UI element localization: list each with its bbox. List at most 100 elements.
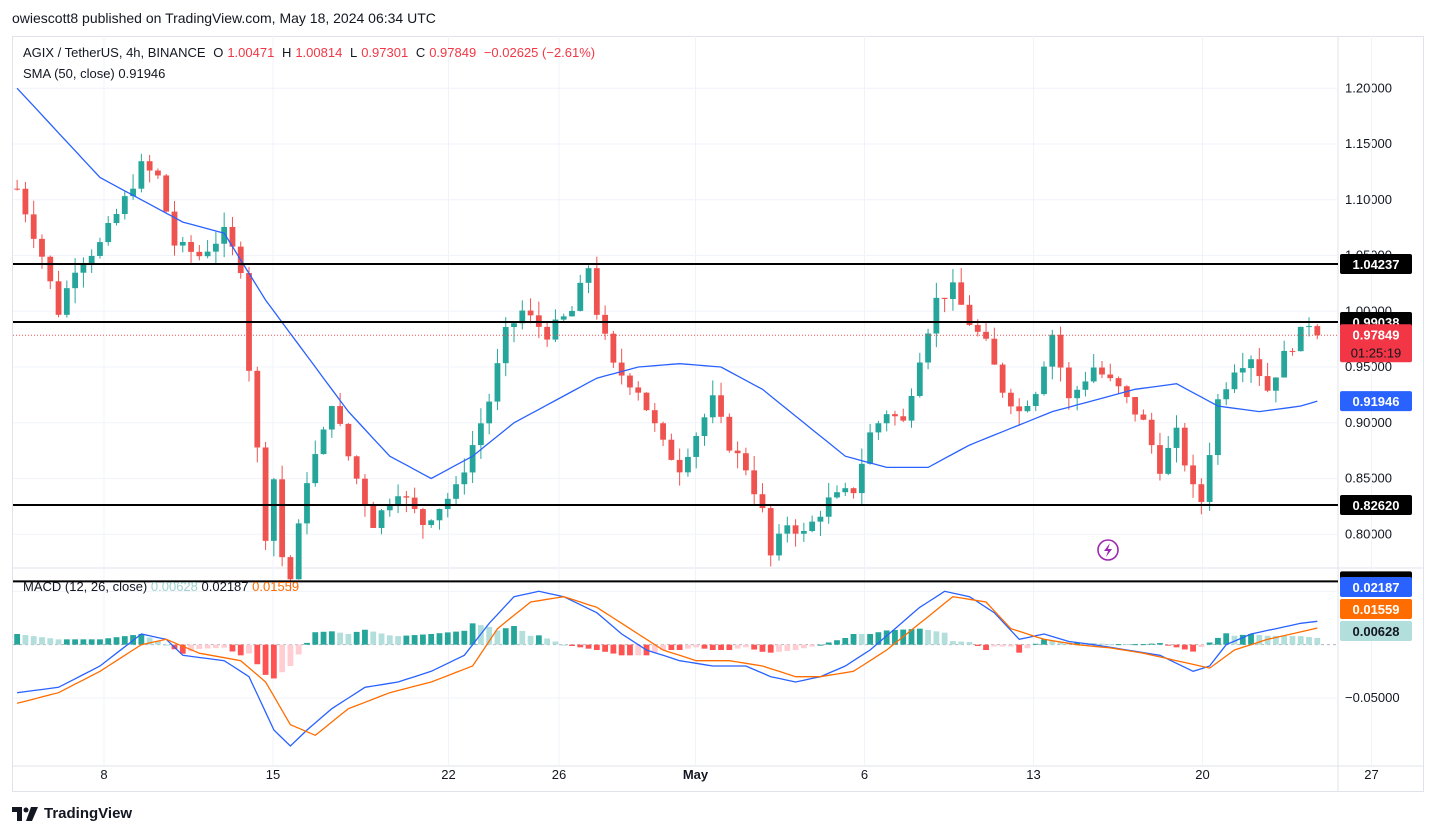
candle-body [1165, 447, 1172, 474]
candle-body [974, 324, 981, 332]
candle-body [287, 557, 294, 580]
candle-body [138, 161, 145, 189]
candle-body [353, 456, 360, 479]
macd-histogram-bar [602, 644, 609, 652]
macd-histogram-bar [212, 644, 219, 649]
macd-histogram-bar [461, 630, 468, 645]
sma-label[interactable]: SMA (50, close) [23, 66, 115, 81]
candle-body [800, 531, 807, 534]
candle-body [618, 362, 625, 376]
candle-body [941, 297, 948, 300]
macd-histogram-bar [966, 642, 973, 645]
candle-body [958, 282, 965, 305]
candle-body [999, 364, 1006, 393]
price-tick-label: 1.15000 [1345, 136, 1392, 151]
macd-histogram-bar [569, 644, 575, 646]
candle-body [635, 387, 642, 393]
macd-signal-value: 0.01559 [252, 579, 300, 594]
macd-histogram-bar [279, 644, 286, 673]
macd-line [17, 590, 1318, 747]
candle-body [146, 161, 153, 171]
macd-histogram-bar [55, 639, 62, 645]
candle-body [362, 478, 368, 505]
macd-histogram-bar [295, 644, 302, 655]
candle-body [97, 242, 103, 256]
candle-body [660, 423, 666, 440]
macd-histogram-bar [411, 635, 418, 645]
candle-body [1215, 399, 1221, 456]
macd-histogram-bar [196, 644, 203, 649]
candle-body [55, 281, 62, 315]
candle-body [1016, 406, 1023, 412]
macd-histogram-bar [983, 644, 989, 650]
macd-histogram-bar [138, 634, 145, 645]
macd-histogram-bar [1140, 644, 1147, 646]
macd-histogram-bar [825, 642, 832, 645]
candle-body [1065, 367, 1072, 399]
macd-histogram-bar [610, 644, 617, 654]
macd-histogram-bar [395, 636, 401, 645]
macd-histogram-bar [1289, 636, 1296, 645]
candle-body [378, 510, 385, 528]
macd-histogram-bar [1123, 644, 1130, 646]
candle-body [1198, 484, 1205, 502]
tradingview-footer[interactable]: TradingView [12, 805, 132, 822]
macd-histogram-bar [436, 633, 443, 645]
candle-body [72, 272, 79, 289]
macd-histogram-bar [1074, 642, 1081, 645]
candle-body [925, 333, 931, 363]
macd-histogram-bar [155, 641, 161, 645]
macd-histogram-bar [1090, 643, 1097, 645]
candle-body [80, 264, 87, 273]
macd-histogram-bar [1206, 642, 1213, 645]
sma-price-label: 0.91946 [1353, 394, 1400, 409]
candle-body [544, 326, 551, 340]
macd-histogram-bar [1173, 644, 1180, 648]
candle-body [428, 520, 435, 525]
candle-body [188, 242, 194, 252]
time-tick-label: 26 [552, 767, 566, 782]
candle-body [627, 375, 633, 388]
macd-histogram-bar [337, 632, 344, 645]
candle-body [883, 414, 890, 424]
candle-body [22, 188, 29, 215]
price-tick-label: 0.80000 [1345, 526, 1392, 541]
macd-histogram-bar [1264, 635, 1271, 645]
macd-histogram-bar [1306, 637, 1312, 645]
macd-legend: MACD (12, 26, close) 0.00628 0.02187 0.0… [23, 579, 299, 594]
candle-body [817, 516, 824, 522]
candle-body [461, 472, 468, 485]
candle-body [718, 395, 724, 417]
candle-body [1256, 359, 1263, 377]
candle-body [1190, 465, 1196, 485]
macd-histogram-bar [544, 638, 551, 645]
candle-body [1173, 427, 1180, 448]
candle-body [701, 417, 708, 436]
sma-line [16, 87, 1318, 480]
candle-body [668, 439, 675, 460]
macd-histogram-bar [1099, 643, 1105, 645]
candle-body [345, 423, 352, 457]
macd-histogram-bar [362, 629, 368, 645]
candle-body [494, 363, 501, 402]
candle-body [593, 268, 600, 315]
candle-body [1306, 326, 1312, 328]
candle-body [1223, 389, 1230, 400]
candle-body [552, 319, 559, 340]
candle-body [395, 496, 401, 507]
candle-body [320, 429, 327, 455]
macd-histogram-bar [262, 644, 269, 675]
candle-body [519, 310, 526, 324]
macd-histogram-bar [1181, 644, 1188, 650]
macd-histogram-bar [312, 632, 319, 645]
macd-histogram-bar [709, 644, 716, 650]
candle-body [511, 323, 517, 328]
tradingview-logo-icon [12, 806, 38, 821]
time-tick-label: May [683, 767, 709, 782]
symbol-label[interactable]: AGIX / TetherUS, 4h, BINANCE [23, 45, 206, 60]
time-tick-label: 6 [861, 767, 868, 782]
macd-label[interactable]: MACD (12, 26, close) [23, 579, 148, 594]
macd-histogram-bar [1049, 640, 1056, 645]
